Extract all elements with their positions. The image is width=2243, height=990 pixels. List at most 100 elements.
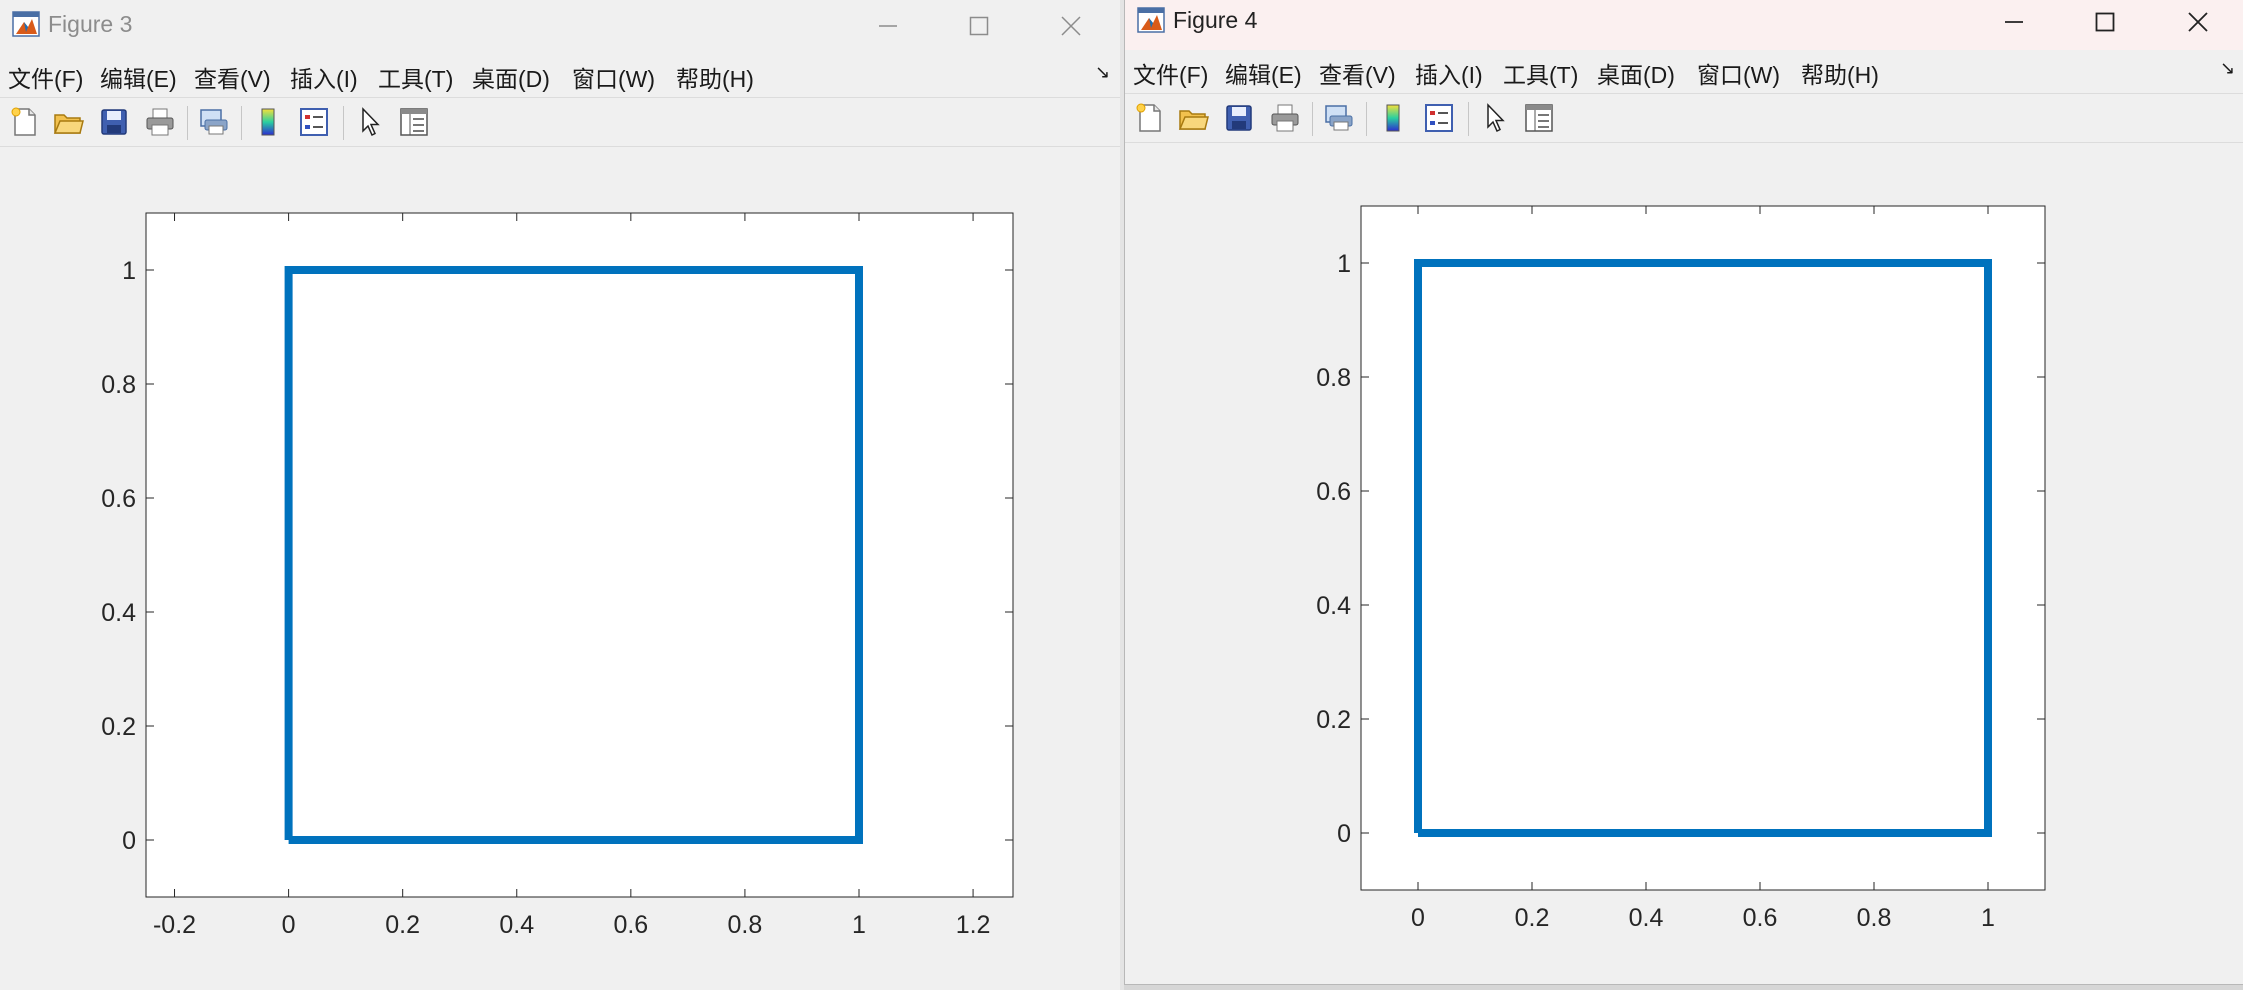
y-tick-label: 0.4 bbox=[101, 599, 136, 627]
y-tick-label: 0.4 bbox=[1316, 592, 1351, 620]
figure-toolbar bbox=[0, 97, 1120, 147]
matlab-icon bbox=[12, 10, 40, 38]
square-line-series[interactable] bbox=[1414, 259, 1992, 837]
title-bar[interactable]: Figure 3 bbox=[0, 0, 1120, 50]
x-tick-label: 1.2 bbox=[956, 911, 991, 939]
y-tick-label: 0.8 bbox=[101, 371, 136, 399]
menu-view[interactable]: 查看(V) bbox=[1319, 62, 1396, 88]
y-tick-label: 0 bbox=[1337, 820, 1351, 848]
toolbar-separator bbox=[343, 106, 344, 140]
new-figure-icon[interactable] bbox=[8, 106, 40, 138]
minimize-icon bbox=[2005, 21, 2023, 23]
toolbar-overflow-icon[interactable]: ↘ bbox=[2220, 58, 2236, 78]
axes-figure-4[interactable]: 0 0.2 0.4 0.6 0.8 1 0 0.2 0.4 0.6 0.8 1 bbox=[1125, 145, 2243, 980]
window-gap bbox=[1120, 0, 1124, 990]
y-tick-label: 0.6 bbox=[1316, 478, 1351, 506]
y-tick-label: 0 bbox=[122, 827, 136, 855]
title-bar[interactable]: Figure 4 bbox=[1125, 0, 2243, 50]
minimize-button[interactable] bbox=[855, 4, 921, 48]
menu-view[interactable]: 查看(V) bbox=[194, 66, 271, 92]
figure-3-window: Figure 3 文件(F) 编辑(E) 查看(V) 插入(I) 工具(T) 桌… bbox=[0, 0, 1121, 990]
menu-edit[interactable]: 编辑(E) bbox=[100, 66, 177, 92]
toolbar-separator bbox=[187, 106, 188, 140]
y-tick-label: 0.2 bbox=[1316, 706, 1351, 734]
y-tick-label: 1 bbox=[122, 257, 136, 285]
maximize-button[interactable] bbox=[946, 4, 1012, 48]
new-figure-icon[interactable] bbox=[1133, 102, 1165, 134]
property-inspector-icon[interactable] bbox=[398, 106, 430, 138]
x-tick-label: 0.6 bbox=[1743, 904, 1778, 932]
maximize-button[interactable] bbox=[2072, 0, 2138, 44]
print-icon[interactable] bbox=[1269, 102, 1301, 134]
toolbar-separator bbox=[241, 106, 242, 140]
save-icon[interactable] bbox=[98, 106, 130, 138]
x-tick-label: 0.4 bbox=[499, 911, 534, 939]
close-button[interactable] bbox=[1038, 4, 1104, 48]
plot-canvas: -0.2 0 0.2 0.4 0.6 0.8 1 1.2 0 0.2 0.4 0.6 0.8 1 bbox=[101, 212, 1014, 939]
close-icon bbox=[2188, 12, 2208, 32]
toolbar-separator bbox=[1312, 102, 1313, 136]
menu-help[interactable]: 帮助(H) bbox=[676, 66, 754, 92]
toolbar-separator bbox=[1366, 102, 1367, 136]
y-tick-label: 1 bbox=[1337, 250, 1351, 278]
menu-tools[interactable]: 工具(T) bbox=[1503, 62, 1579, 88]
window-title: Figure 4 bbox=[1173, 7, 1258, 33]
print-preview-icon[interactable] bbox=[1322, 102, 1354, 134]
maximize-icon bbox=[969, 16, 989, 36]
x-tick-label: 0 bbox=[1411, 904, 1425, 932]
open-file-icon[interactable] bbox=[1177, 102, 1209, 134]
toolbar-separator bbox=[1468, 102, 1469, 136]
pointer-icon[interactable] bbox=[1479, 102, 1511, 134]
y-tick-label: 0.8 bbox=[1316, 364, 1351, 392]
save-icon[interactable] bbox=[1223, 102, 1255, 134]
window-title: Figure 3 bbox=[48, 11, 133, 37]
menu-bar: 文件(F) 编辑(E) 查看(V) 插入(I) 工具(T) 桌面(D) 窗口(W… bbox=[1125, 48, 2243, 90]
legend-icon[interactable] bbox=[298, 106, 330, 138]
menu-file[interactable]: 文件(F) bbox=[8, 66, 84, 92]
figure-toolbar bbox=[1125, 93, 2243, 143]
maximize-icon bbox=[2095, 12, 2115, 32]
menu-tools[interactable]: 工具(T) bbox=[378, 66, 454, 92]
x-tick-label: 0.4 bbox=[1629, 904, 1664, 932]
y-tick-label: 0.2 bbox=[101, 713, 136, 741]
axes-figure-3[interactable]: -0.2 0 0.2 0.4 0.6 0.8 1 1.2 0 0.2 0.4 0.6 0.8 1 bbox=[0, 150, 1120, 990]
menu-desktop[interactable]: 桌面(D) bbox=[472, 66, 550, 92]
property-inspector-icon[interactable] bbox=[1523, 102, 1555, 134]
menu-edit[interactable]: 编辑(E) bbox=[1225, 62, 1302, 88]
menu-help[interactable]: 帮助(H) bbox=[1801, 62, 1879, 88]
colorbar-icon[interactable] bbox=[252, 106, 284, 138]
x-tick-label: 0.8 bbox=[1857, 904, 1892, 932]
close-button[interactable] bbox=[2165, 0, 2231, 44]
minimize-icon bbox=[879, 25, 897, 27]
menu-desktop[interactable]: 桌面(D) bbox=[1597, 62, 1675, 88]
menu-window[interactable]: 窗口(W) bbox=[572, 66, 656, 92]
x-tick-label: -0.2 bbox=[153, 911, 196, 939]
figure-4-window: Figure 4 文件(F) 编辑(E) 查看(V) 插入(I) 工具(T) 桌… bbox=[1124, 0, 2243, 985]
x-tick-label: 0 bbox=[282, 911, 296, 939]
x-tick-label: 1 bbox=[852, 911, 866, 939]
x-tick-label: 0.2 bbox=[1515, 904, 1550, 932]
toolbar-overflow-icon[interactable]: ↘ bbox=[1095, 62, 1111, 82]
menu-bar: 文件(F) 编辑(E) 查看(V) 插入(I) 工具(T) 桌面(D) 窗口(W… bbox=[0, 52, 1120, 94]
menu-window[interactable]: 窗口(W) bbox=[1697, 62, 1781, 88]
menu-file[interactable]: 文件(F) bbox=[1133, 62, 1209, 88]
legend-icon[interactable] bbox=[1423, 102, 1455, 134]
axes-box bbox=[1360, 205, 2046, 891]
menu-insert[interactable]: 插入(I) bbox=[290, 66, 358, 92]
x-tick-label: 0.2 bbox=[385, 911, 420, 939]
axes-box bbox=[145, 212, 1014, 898]
minimize-button[interactable] bbox=[1981, 0, 2047, 44]
pointer-icon[interactable] bbox=[354, 106, 386, 138]
y-tick-label: 0.6 bbox=[101, 485, 136, 513]
open-file-icon[interactable] bbox=[52, 106, 84, 138]
plot-canvas: 0 0.2 0.4 0.6 0.8 1 0 0.2 0.4 0.6 0.8 1 bbox=[1316, 205, 2046, 932]
x-tick-label: 0.6 bbox=[613, 911, 648, 939]
x-tick-label: 1 bbox=[1981, 904, 1995, 932]
print-preview-icon[interactable] bbox=[197, 106, 229, 138]
square-line-series[interactable] bbox=[284, 266, 863, 844]
print-icon[interactable] bbox=[144, 106, 176, 138]
menu-insert[interactable]: 插入(I) bbox=[1415, 62, 1483, 88]
x-tick-label: 0.8 bbox=[728, 911, 763, 939]
colorbar-icon[interactable] bbox=[1377, 102, 1409, 134]
matlab-icon bbox=[1137, 6, 1165, 34]
